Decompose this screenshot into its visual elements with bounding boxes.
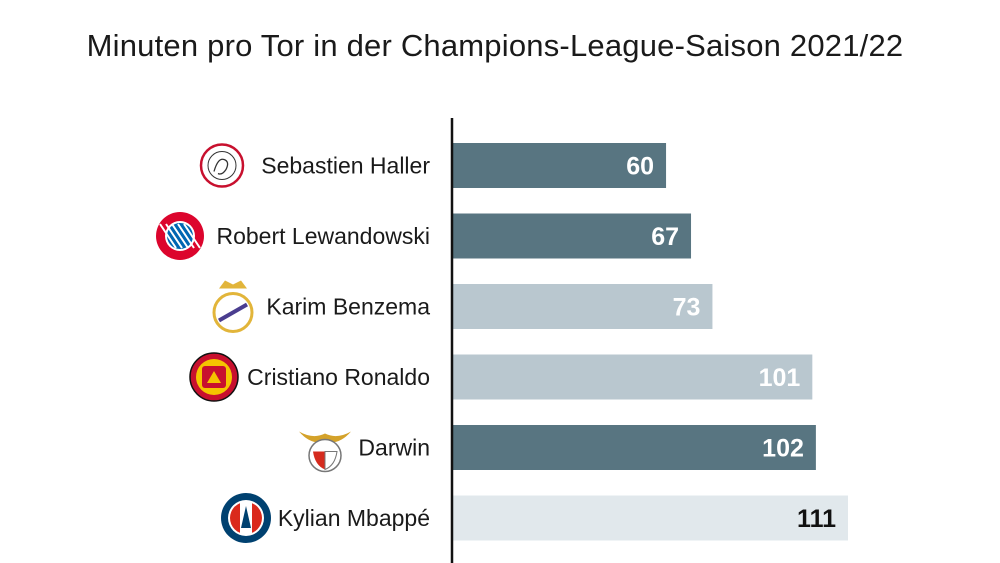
bars-group bbox=[452, 143, 848, 541]
bayern-logo-icon bbox=[156, 212, 204, 260]
bar-karim-benzema bbox=[452, 284, 713, 329]
category-label: Sebastien Haller bbox=[261, 153, 430, 179]
value-label: 60 bbox=[626, 153, 654, 181]
bar-sebastien-haller bbox=[452, 143, 667, 188]
manchester-united-logo-icon bbox=[189, 352, 239, 402]
bar-darwin bbox=[452, 425, 816, 470]
value-labels-group: 60 67 73 101 102 111 bbox=[626, 153, 836, 534]
real-madrid-logo-icon bbox=[212, 280, 254, 333]
value-label: 67 bbox=[651, 223, 679, 251]
value-label: 111 bbox=[797, 505, 836, 533]
category-label: Darwin bbox=[358, 435, 430, 461]
category-label: Kylian Mbappé bbox=[278, 505, 430, 531]
value-label: 73 bbox=[673, 294, 701, 322]
bar-robert-lewandowski bbox=[452, 213, 692, 259]
club-logos-group bbox=[156, 143, 351, 543]
ajax-logo-icon bbox=[199, 143, 245, 188]
bar-cristiano-ronaldo bbox=[452, 354, 813, 400]
bar-kylian-mbapp- bbox=[452, 495, 848, 541]
name-labels-group: Sebastien Haller Robert Lewandowski Karim … bbox=[216, 153, 430, 532]
value-label: 102 bbox=[762, 435, 804, 463]
psg-logo-icon bbox=[221, 493, 271, 543]
value-label: 101 bbox=[759, 364, 801, 392]
benfica-logo-icon bbox=[299, 431, 351, 473]
category-label: Cristiano Ronaldo bbox=[247, 364, 430, 390]
category-label: Karim Benzema bbox=[266, 294, 430, 320]
category-label: Robert Lewandowski bbox=[216, 223, 430, 249]
chart-title: Minuten pro Tor in der Champions-League-… bbox=[86, 28, 904, 63]
